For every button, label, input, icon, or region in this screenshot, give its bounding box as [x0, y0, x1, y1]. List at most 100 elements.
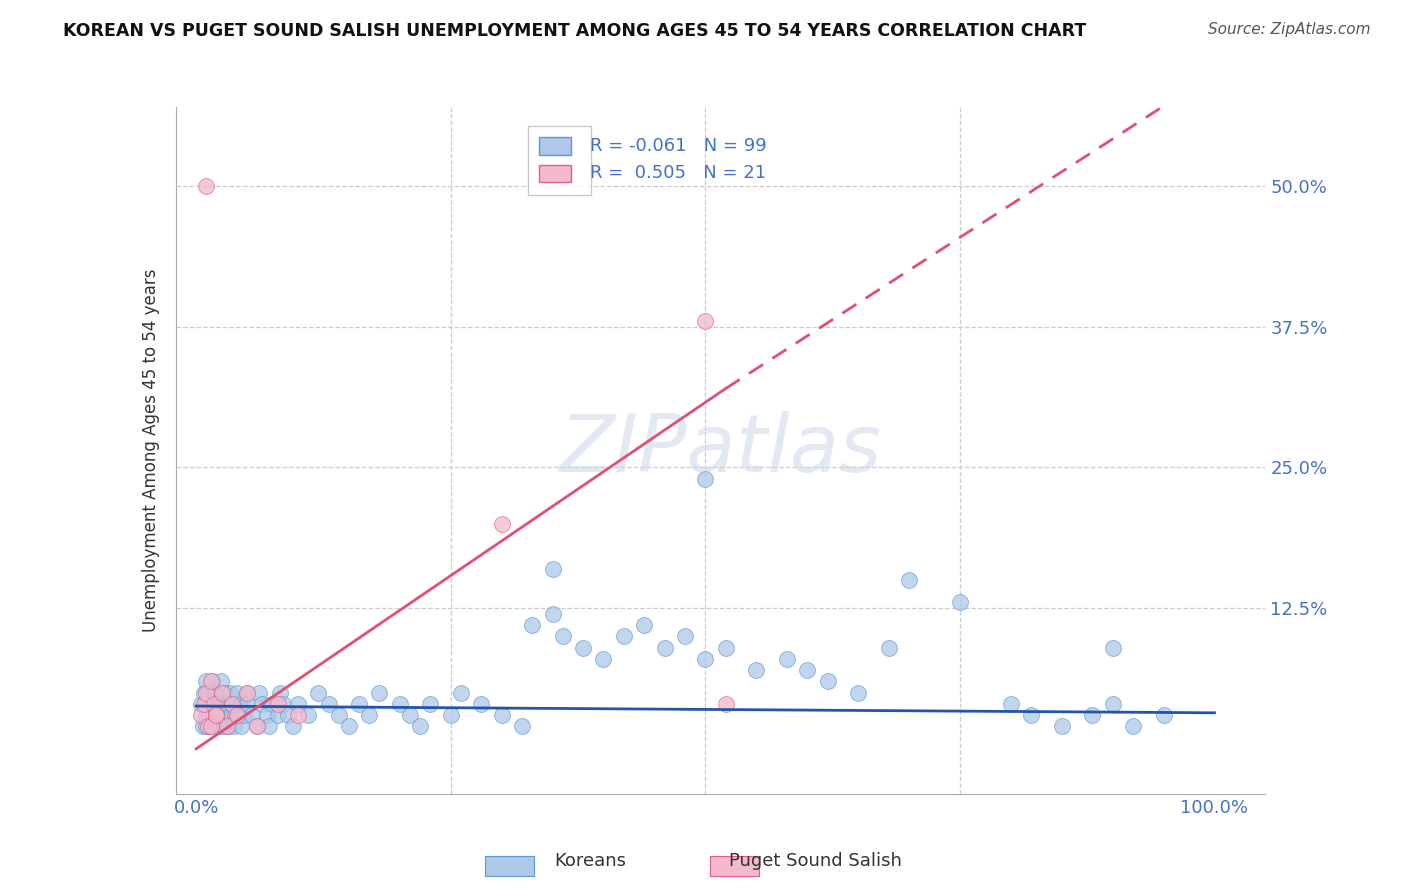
Point [695, 314, 717, 328]
Point [613, 629, 636, 643]
Point [193, 697, 215, 711]
Point [633, 618, 655, 632]
Point [200, 674, 222, 689]
Point [202, 708, 225, 723]
Point [318, 697, 340, 711]
Point [695, 652, 717, 666]
Point [205, 708, 228, 723]
Point [236, 685, 259, 699]
Point [328, 708, 350, 723]
Point [522, 618, 544, 632]
Point [745, 663, 768, 677]
Point [224, 708, 246, 723]
Point [205, 708, 228, 723]
Point [233, 708, 256, 723]
Point [1019, 708, 1042, 723]
Point [399, 708, 422, 723]
Point [419, 697, 441, 711]
Point [246, 719, 269, 733]
Point [209, 674, 232, 689]
Point [551, 629, 574, 643]
Point [221, 697, 243, 711]
Point [195, 674, 218, 689]
Point [219, 708, 242, 723]
Text: R = -0.061   N = 99: R = -0.061 N = 99 [591, 136, 766, 154]
Point [195, 708, 218, 723]
Point [287, 708, 309, 723]
Point [198, 708, 221, 723]
Point [204, 697, 226, 711]
Point [1101, 640, 1123, 655]
Point [695, 472, 717, 486]
Point [200, 697, 222, 711]
Point [846, 685, 869, 699]
Point [1081, 708, 1104, 723]
Point [228, 708, 250, 723]
Point [200, 719, 222, 733]
Point [221, 697, 243, 711]
Point [572, 640, 595, 655]
Point [190, 708, 212, 723]
Point [222, 719, 245, 733]
Point [541, 607, 564, 621]
Point [193, 719, 215, 733]
Point [247, 685, 270, 699]
Point [271, 697, 294, 711]
Point [225, 708, 247, 723]
Point [776, 652, 799, 666]
Point [215, 697, 238, 711]
Legend: , : , [529, 127, 591, 194]
Point [236, 697, 259, 711]
Point [287, 697, 309, 711]
Point [211, 697, 233, 711]
Point [215, 719, 238, 733]
Point [197, 719, 219, 733]
Point [592, 652, 614, 666]
Point [949, 595, 972, 609]
Point [388, 697, 411, 711]
Point [211, 685, 233, 699]
Point [207, 697, 229, 711]
Point [204, 697, 226, 711]
Point [195, 685, 218, 699]
Point [197, 685, 219, 699]
Point [654, 640, 676, 655]
Point [269, 685, 291, 699]
Point [897, 573, 920, 587]
Point [190, 697, 212, 711]
Text: ZIPatlas: ZIPatlas [560, 411, 882, 490]
Point [877, 640, 900, 655]
Point [200, 719, 222, 733]
Point [266, 697, 288, 711]
Point [262, 697, 284, 711]
Point [491, 516, 513, 531]
Point [673, 629, 696, 643]
Point [347, 697, 370, 711]
Point [215, 708, 238, 723]
Point [440, 708, 463, 723]
Point [231, 697, 253, 711]
Point [714, 640, 737, 655]
Point [817, 674, 839, 689]
Point [409, 719, 432, 733]
Text: Puget Sound Salish: Puget Sound Salish [730, 852, 901, 870]
Y-axis label: Unemployment Among Ages 45 to 54 years: Unemployment Among Ages 45 to 54 years [142, 268, 160, 632]
Point [541, 562, 564, 576]
Point [256, 708, 278, 723]
Point [218, 685, 240, 699]
Point [491, 708, 513, 723]
Point [193, 685, 215, 699]
Text: KOREAN VS PUGET SOUND SALISH UNEMPLOYMENT AMONG AGES 45 TO 54 YEARS CORRELATION : KOREAN VS PUGET SOUND SALISH UNEMPLOYMEN… [63, 22, 1087, 40]
Point [1050, 719, 1073, 733]
Point [195, 697, 218, 711]
Text: Source: ZipAtlas.com: Source: ZipAtlas.com [1208, 22, 1371, 37]
Point [205, 685, 228, 699]
Point [252, 697, 274, 711]
Point [510, 719, 533, 733]
Text: R =  0.505   N = 21: R = 0.505 N = 21 [591, 164, 766, 182]
Point [201, 674, 224, 689]
Point [359, 708, 381, 723]
Point [211, 708, 233, 723]
Point [450, 685, 472, 699]
Point [229, 719, 252, 733]
